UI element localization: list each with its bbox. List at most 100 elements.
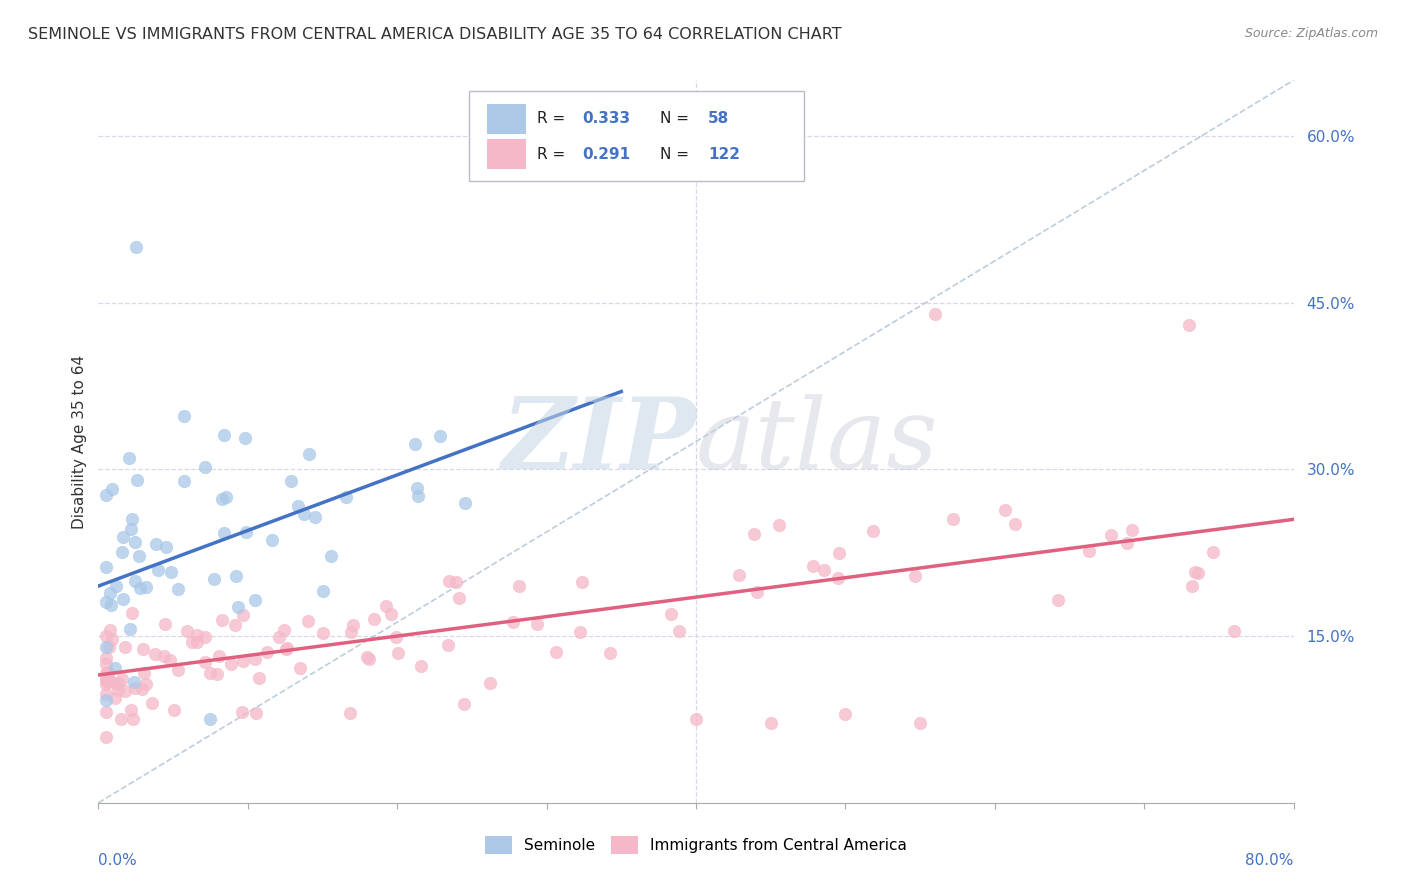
Point [380,607,402,621]
Point [114,683,136,698]
Text: 58: 58 [709,112,730,126]
Point [100,624,122,638]
Point [297,614,319,628]
Point [131,681,153,696]
Point [107,676,129,690]
Point [118,622,141,636]
Point [110,712,132,726]
Point [273,623,295,637]
Point [924,307,946,321]
Text: R =: R = [537,112,571,126]
Point [120,703,142,717]
Point [942,512,965,526]
Point [276,641,298,656]
Point [374,599,396,614]
Point [122,674,145,689]
Point [1047,593,1070,607]
Point [1202,544,1225,558]
Point [98,673,121,687]
Point [409,659,432,673]
Point [121,606,143,620]
Point [384,630,406,644]
Point [97,665,120,680]
Point [100,598,122,612]
Point [1115,536,1137,550]
Point [502,615,524,629]
Point [124,574,146,588]
Point [200,713,222,727]
Point [186,628,208,642]
Point [659,607,682,622]
Point [135,676,157,690]
Point [120,522,142,536]
Point [194,460,217,475]
Point [478,676,501,690]
Point [231,706,253,720]
Point [685,713,707,727]
Point [152,649,174,664]
Point [107,683,129,698]
Point [245,592,267,607]
Point [801,559,824,574]
Point [112,592,135,607]
Point [215,490,238,504]
Point [447,591,470,605]
Point [342,618,364,632]
Point [288,661,311,675]
Point [287,499,309,513]
Point [111,530,134,544]
Point [668,624,690,638]
Point [94,629,117,643]
Point [155,540,177,554]
Point [111,673,134,687]
Point [219,657,242,671]
Point [94,677,117,691]
Point [211,491,233,506]
Point [453,698,475,712]
Point [94,673,117,688]
Point [94,668,117,682]
Point [124,535,146,549]
Point [862,524,884,539]
Point [125,240,148,254]
Point [813,562,835,576]
Point [298,447,321,461]
Point [444,574,467,589]
Point [232,654,254,668]
Point [128,549,150,563]
Point [827,571,849,585]
Point [104,661,127,675]
Point [759,715,782,730]
Point [406,482,429,496]
Point [194,655,217,669]
Point [256,645,278,659]
Point [1178,318,1201,332]
Point [121,512,143,526]
Point [228,599,250,614]
Point [1181,578,1204,592]
Point [1184,565,1206,579]
Point [276,641,298,656]
Point [94,559,117,574]
Point [167,663,190,677]
Point [129,581,152,595]
Point [742,526,765,541]
Point [546,645,568,659]
Point [159,653,181,667]
Point [1004,517,1026,532]
Y-axis label: Disability Age 35 to 64: Disability Age 35 to 64 [72,354,87,529]
Point [280,474,302,488]
Point [146,563,169,577]
Point [94,687,117,701]
Text: ZIP: ZIP [501,393,696,490]
Point [768,518,790,533]
Point [202,572,225,586]
Point [453,495,475,509]
Point [356,650,378,665]
Text: N =: N = [661,112,695,126]
Point [834,706,856,721]
Point [127,473,149,487]
Point [340,624,363,639]
Point [198,665,221,680]
Point [339,706,361,720]
